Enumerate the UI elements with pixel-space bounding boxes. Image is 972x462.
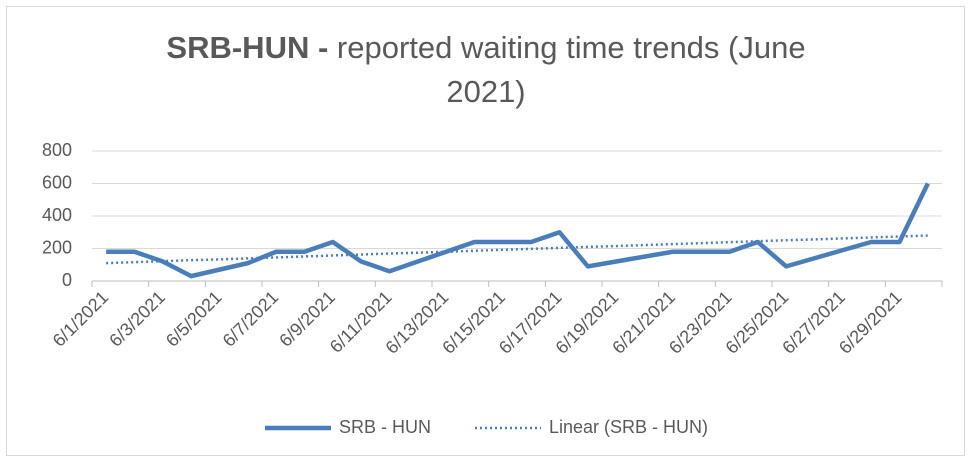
chart-title: SRB-HUN - reported waiting time trends (… — [150, 26, 822, 114]
y-tick-label: 800 — [42, 140, 72, 160]
y-tick-label: 600 — [42, 172, 72, 192]
y-tick-label: 200 — [42, 237, 72, 257]
series-line — [106, 182, 930, 279]
legend-label: Linear (SRB - HUN) — [549, 417, 708, 437]
legend-label: SRB - HUN — [339, 417, 431, 437]
x-tick-label: 6/3/2021 — [105, 287, 169, 351]
x-tick-label: 6/1/2021 — [49, 287, 113, 351]
x-tick-label: 6/29/2021 — [835, 287, 906, 358]
chart-border — [6, 6, 965, 456]
y-tick-label: 0 — [62, 270, 72, 290]
y-tick-label: 400 — [42, 205, 72, 225]
x-tick-label: 6/7/2021 — [219, 287, 283, 351]
title-bold: SRB-HUN - — [166, 30, 329, 65]
x-tick-label: 6/5/2021 — [162, 287, 226, 351]
title-text: reported waiting time trends (June 2021) — [336, 30, 806, 109]
series-line — [106, 234, 928, 265]
